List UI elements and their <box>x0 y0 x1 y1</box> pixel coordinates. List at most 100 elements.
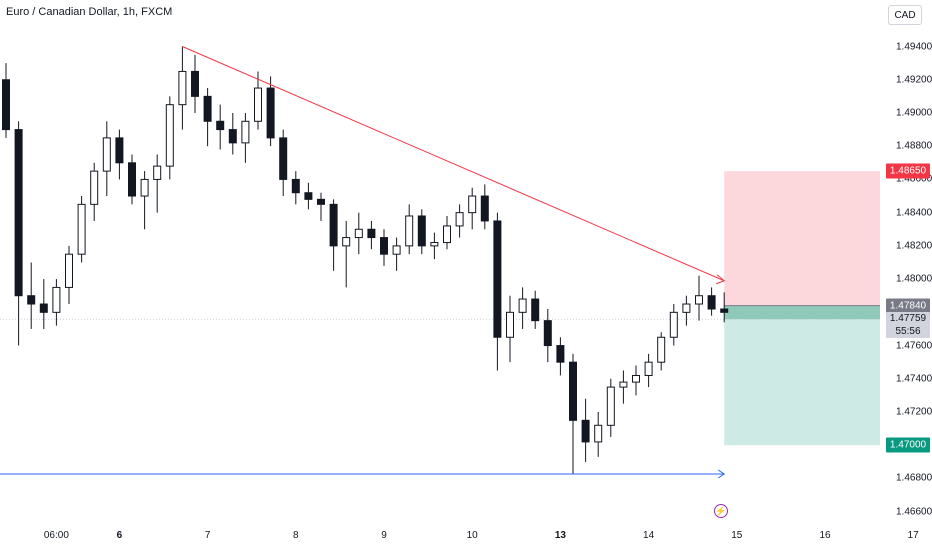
candle-body <box>720 308 729 313</box>
candle-body <box>102 137 111 172</box>
time-tick-label: 14 <box>643 530 655 541</box>
candle-body <box>165 104 174 167</box>
candle-body <box>367 228 376 239</box>
candle-body <box>657 336 666 363</box>
candle-body <box>115 137 124 164</box>
candle-body <box>153 165 162 180</box>
candle-body <box>254 87 262 122</box>
candle-body <box>531 298 540 322</box>
candle-body <box>279 137 288 180</box>
candle-body <box>619 381 628 388</box>
lightning-icon[interactable]: ⚡ <box>714 504 728 518</box>
candle-body <box>506 311 514 338</box>
candle-body <box>417 215 426 247</box>
price-tick-label: 1.48000 <box>896 273 932 285</box>
candle-body <box>128 162 136 197</box>
candle-body <box>354 228 363 239</box>
price-tick-label: 1.46800 <box>896 472 932 484</box>
candle-body <box>556 345 565 363</box>
candle-body <box>632 374 640 383</box>
candle-body <box>581 419 590 443</box>
price-tick-label: 1.48800 <box>896 140 932 152</box>
candle-body <box>405 215 414 247</box>
candle-body <box>266 87 275 139</box>
entry-band <box>724 305 888 320</box>
candle-body <box>644 361 653 376</box>
currency-button[interactable]: CAD <box>888 5 922 25</box>
candle-body <box>77 203 86 255</box>
time-tick-label: 16 <box>819 530 831 541</box>
candle-body <box>140 178 149 197</box>
candle-body <box>606 386 615 426</box>
time-tick-label: 06:00 <box>43 530 69 541</box>
candle-body <box>27 295 36 305</box>
candle-body <box>65 253 73 288</box>
candle-body <box>14 129 23 297</box>
candle-body <box>317 198 325 205</box>
price-tick-label: 1.49400 <box>896 41 932 53</box>
time-tick-label: 9 <box>381 530 387 541</box>
price-tick-label: 1.47200 <box>896 406 932 418</box>
price-tick-label: 1.49000 <box>896 107 932 119</box>
current-price-tag: 1.47759 55:56 <box>886 312 930 339</box>
candle-body <box>216 120 225 131</box>
candle-body <box>380 237 388 255</box>
price-tick-label: 1.47400 <box>896 373 932 385</box>
time-tick-label: 13 <box>554 530 566 541</box>
candle-body <box>291 178 300 194</box>
time-tick-label: 15 <box>731 530 743 541</box>
target-price-tag[interactable]: 1.47000 <box>886 437 930 453</box>
price-tick-label: 1.48200 <box>896 240 932 252</box>
candle-body <box>392 245 401 255</box>
candle-body <box>443 225 451 244</box>
candle-body <box>178 70 187 106</box>
candle-body <box>39 303 48 313</box>
candle-body <box>594 424 603 443</box>
stop-price-tag[interactable]: 1.48650 <box>886 163 930 179</box>
chart-area[interactable] <box>0 0 888 520</box>
candle-body <box>480 195 489 222</box>
candle-body <box>90 170 99 205</box>
candle-body <box>695 295 703 305</box>
candle-body <box>304 192 313 200</box>
time-tick-label: 7 <box>204 530 211 541</box>
time-tick-label: 10 <box>466 530 478 541</box>
candle-body <box>569 361 577 421</box>
time-tick-label: 17 <box>907 530 919 541</box>
candle-body <box>2 79 10 131</box>
candle-body <box>191 70 199 97</box>
time-tick-label: 8 <box>293 530 299 541</box>
trendline-arrow <box>716 274 726 285</box>
price-tick-label: 1.48400 <box>896 207 932 219</box>
time-axis[interactable] <box>0 520 880 550</box>
candle-body <box>52 286 61 313</box>
support-arrow <box>717 469 726 479</box>
candle-body <box>455 212 464 227</box>
candle-body <box>669 311 678 338</box>
chart-plot[interactable] <box>0 0 888 520</box>
chart-title: Euro / Canadian Dollar, 1h, FXCM <box>6 6 173 18</box>
candle-body <box>707 295 716 310</box>
price-tick-label: 1.49200 <box>896 74 932 86</box>
candle-body <box>342 237 351 247</box>
entry-price-tag[interactable]: 1.47840 <box>886 298 930 314</box>
stop-zone <box>724 171 888 306</box>
price-tick-label: 1.47600 <box>896 340 932 352</box>
candle-body <box>468 195 477 214</box>
candle-body <box>518 298 527 313</box>
candle-body <box>241 120 250 144</box>
candle-body <box>493 220 502 338</box>
candle-body <box>329 203 338 247</box>
candle-body <box>203 95 212 122</box>
price-tick-label: 1.46600 <box>896 506 932 518</box>
candle-body <box>543 320 552 347</box>
bar-countdown-label: 55:56 <box>895 326 921 338</box>
time-tick-label: 6 <box>116 530 123 541</box>
current-price-label: 1.47759 <box>889 313 927 325</box>
price-tick-label: 1.48600 <box>896 173 932 185</box>
candle-body <box>682 303 691 313</box>
candle-body <box>430 242 439 247</box>
trendline <box>182 46 725 282</box>
target-zone <box>724 305 888 446</box>
candle-body <box>228 129 237 144</box>
